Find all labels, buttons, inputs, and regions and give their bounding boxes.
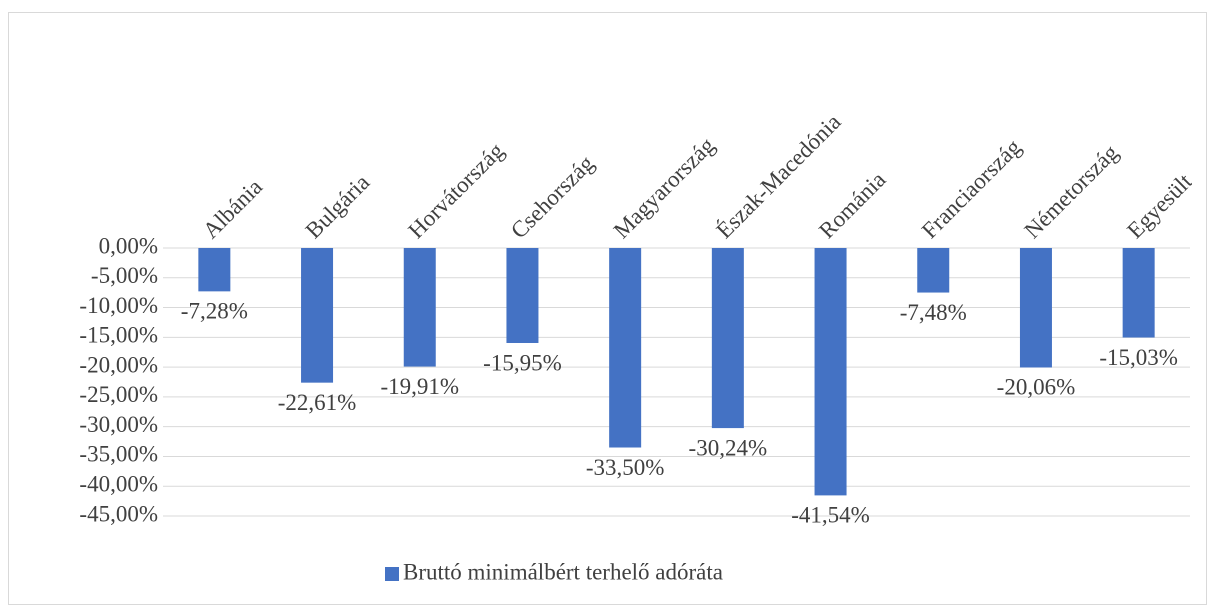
bar: [711, 248, 744, 429]
data-label: -33,50%: [586, 455, 665, 480]
y-tick-label: -45,00%: [79, 501, 158, 526]
chart-border: [8, 12, 1207, 605]
data-label: -22,61%: [278, 390, 357, 415]
y-tick-label: -5,00%: [91, 263, 158, 288]
bar: [506, 248, 539, 343]
data-label: -20,06%: [997, 375, 1076, 400]
y-tick-label: -15,00%: [79, 323, 158, 348]
bar: [301, 248, 334, 383]
data-label: -41,54%: [791, 503, 870, 528]
data-label: -15,03%: [1099, 345, 1178, 370]
data-label: -7,48%: [900, 300, 967, 325]
y-tick-label: -25,00%: [79, 382, 158, 407]
bar: [403, 248, 436, 367]
data-label: -30,24%: [689, 435, 768, 460]
data-label: -19,91%: [380, 374, 459, 399]
y-tick-label: -20,00%: [79, 352, 158, 377]
bar: [917, 248, 950, 293]
data-label: -15,95%: [483, 350, 562, 375]
y-tick-label: -30,00%: [79, 412, 158, 437]
bar: [1122, 248, 1155, 338]
y-tick-label: -10,00%: [79, 293, 158, 318]
bar: [814, 248, 847, 496]
bar: [1019, 248, 1052, 368]
y-tick-label: -40,00%: [79, 472, 158, 497]
data-label: -7,28%: [181, 299, 248, 324]
legend-swatch: [385, 567, 399, 581]
bar: [198, 248, 231, 292]
legend-label: Bruttó minimálbért terhelő adóráta: [403, 559, 723, 584]
y-tick-label: -35,00%: [79, 442, 158, 467]
bar: [609, 248, 642, 448]
y-tick-label: 0,00%: [99, 233, 158, 258]
